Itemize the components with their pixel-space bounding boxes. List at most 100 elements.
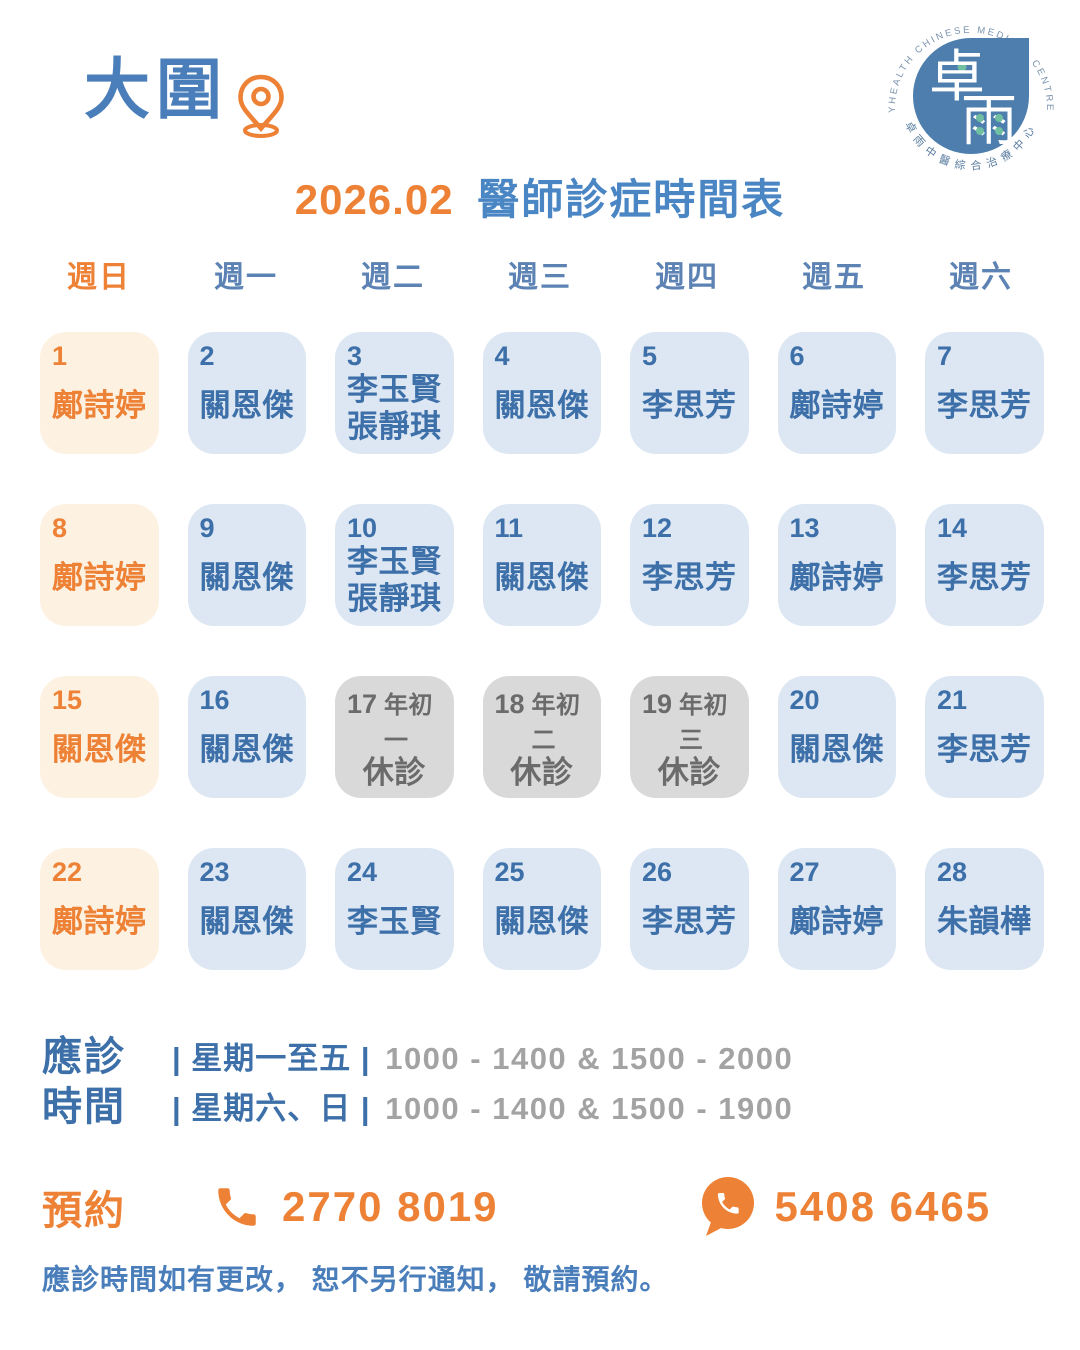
calendar-cell-28: 28 朱韻樺 [925, 848, 1044, 970]
calendar-cell-26: 26 李思芳 [630, 848, 749, 970]
calendar-cell-17: 17 年初一 休診 [335, 676, 454, 798]
doctor-name: 關恩傑 [494, 559, 589, 595]
title-text: 醫師診症時間表 [477, 176, 786, 223]
hours-time-weekday: 1000 - 1400 & 1500 - 2000 [385, 1041, 794, 1076]
weekday-label: 週五 [802, 261, 866, 294]
doctor-name: 關恩傑 [789, 731, 884, 767]
phone-contact[interactable]: 2770 8019 [212, 1182, 499, 1232]
weekday-label: 週日 [67, 261, 131, 294]
holiday-label: 年初一 [384, 692, 434, 754]
doctor-name: 鄺詩婷 [52, 387, 147, 423]
weekday-label: 週一 [214, 261, 278, 294]
cell-date: 10 [347, 513, 378, 543]
whatsapp-icon [701, 1177, 754, 1236]
doctor-name: 鄺詩婷 [789, 387, 884, 423]
cell-date: 7 [937, 341, 953, 371]
hours-row-weekday: | 星期一至五 | 1000 - 1400 & 1500 - 2000 [172, 1034, 793, 1084]
clinic-logo: YHEALTH CHINESE MEDICAL CENTRE 卓雨中醫綜合治療中… [887, 25, 1053, 173]
location-name: 大圍 [84, 52, 228, 126]
hours-label-line2: 時間 [42, 1085, 126, 1129]
cell-date: 2 [199, 341, 215, 371]
calendar-cell-22: 22 鄺詩婷 [40, 848, 159, 970]
doctor-name: 關恩傑 [199, 731, 294, 767]
doctor-name: 關恩傑 [199, 559, 294, 595]
whatsapp-number[interactable]: 5408 6465 [774, 1183, 992, 1230]
doctor-name: 李思芳 [642, 559, 737, 595]
logo-char-top: 卓 [929, 45, 985, 108]
cell-date: 27 [789, 857, 820, 887]
doctor-name: 李玉賢 [347, 544, 442, 579]
closed-label: 休診 [657, 755, 721, 790]
cell-date: 17 [347, 689, 378, 719]
cell-date: 15 [52, 685, 83, 715]
doctor-name: 關恩傑 [52, 731, 147, 767]
cell-date: 13 [789, 513, 820, 543]
doctor-name: 李思芳 [642, 903, 737, 939]
doctor-name: 鄺詩婷 [52, 903, 147, 939]
weekday-label: 週二 [361, 261, 425, 294]
cell-date: 25 [494, 857, 525, 887]
booking-section: 預約 2770 8019 5408 6465 [42, 1176, 991, 1238]
hours-rows: | 星期一至五 | 1000 - 1400 & 1500 - 2000 | 星期… [172, 1034, 793, 1134]
calendar-cell-6: 6 鄺詩婷 [777, 332, 896, 454]
calendar-cell-1: 1 鄺詩婷 [40, 332, 159, 454]
calendar: 週日 週一 週二 週三 週四 週五 週六 1 鄺詩婷 2 關恩傑 3 李玉賢 張靜琪 4 關恩傑 5 李思芳 6 鄺… [40, 252, 1044, 970]
page-title: 2026.02 醫師診症時間表 [0, 166, 1080, 227]
cell-date: 16 [199, 685, 230, 715]
calendar-cell-10: 10 李玉賢 張靜琪 [335, 504, 454, 626]
cell-date: 26 [642, 857, 673, 887]
calendar-grid: 1 鄺詩婷 2 關恩傑 3 李玉賢 張靜琪 4 關恩傑 5 李思芳 6 鄺詩婷 7 李思芳 8 鄺詩婷 9 關恩傑 1… [40, 332, 1044, 970]
cell-date: 19 [642, 689, 673, 719]
cell-date: 11 [494, 513, 524, 543]
calendar-cell-20: 20 關恩傑 [777, 676, 896, 798]
doctor-name: 李玉賢 [347, 372, 442, 407]
cell-date: 4 [494, 341, 510, 371]
cell-date: 21 [937, 685, 968, 715]
logo-char-bottom: 雨 [961, 89, 1017, 152]
cell-date: 23 [199, 857, 230, 887]
cell-date: 18 [494, 689, 525, 719]
doctor-name: 關恩傑 [199, 903, 294, 939]
doctor-name: 朱韻樺 [937, 903, 1032, 939]
cell-date: 1 [52, 341, 68, 371]
weekday-label: 週六 [949, 261, 1013, 294]
phone-icon [218, 1188, 256, 1226]
doctor-name: 李玉賢 [347, 903, 442, 939]
cell-date: 20 [789, 685, 820, 715]
calendar-cell-19: 19 年初三 休診 [630, 676, 749, 798]
whatsapp-contact[interactable]: 5408 6465 [699, 1176, 992, 1238]
calendar-cell-11: 11 關恩傑 [482, 504, 601, 626]
weekday-row: 週日 週一 週二 週三 週四 週五 週六 [40, 252, 1040, 296]
cell-date: 8 [52, 513, 68, 543]
cell-date: 14 [937, 513, 968, 543]
cell-date: 28 [937, 857, 968, 887]
doctor-name: 關恩傑 [199, 387, 294, 423]
phone-number[interactable]: 2770 8019 [282, 1183, 499, 1230]
calendar-cell-3: 3 李玉賢 張靜琪 [335, 332, 454, 454]
doctor-name: 李思芳 [937, 559, 1032, 595]
calendar-cell-23: 23 關恩傑 [187, 848, 306, 970]
hours-label: 應診 時間 [42, 1032, 126, 1134]
calendar-cell-16: 16 關恩傑 [187, 676, 306, 798]
calendar-cell-14: 14 李思芳 [925, 504, 1044, 626]
cell-date: 9 [199, 513, 215, 543]
hours-time-weekend: 1000 - 1400 & 1500 - 1900 [385, 1091, 794, 1126]
calendar-cell-7: 7 李思芳 [925, 332, 1044, 454]
calendar-cell-24: 24 李玉賢 [335, 848, 454, 970]
hours-row-weekend: | 星期六、日 | 1000 - 1400 & 1500 - 1900 [172, 1084, 793, 1134]
calendar-cell-13: 13 鄺詩婷 [777, 504, 896, 626]
doctor-name: 張靜琪 [347, 408, 442, 444]
calendar-cell-2: 2 關恩傑 [187, 332, 306, 454]
doctor-name: 鄺詩婷 [52, 559, 147, 595]
hours-days-weekend: | 星期六、日 | [172, 1091, 371, 1126]
cell-date: 24 [347, 857, 378, 887]
weekday-label: 週三 [508, 261, 572, 294]
doctor-name: 鄺詩婷 [789, 903, 884, 939]
calendar-cell-21: 21 李思芳 [925, 676, 1044, 798]
doctor-name: 鄺詩婷 [789, 559, 884, 595]
calendar-cell-5: 5 李思芳 [630, 332, 749, 454]
title-month: 2026.02 [294, 176, 454, 223]
cell-date: 22 [52, 857, 83, 887]
cell-date: 3 [347, 341, 363, 371]
